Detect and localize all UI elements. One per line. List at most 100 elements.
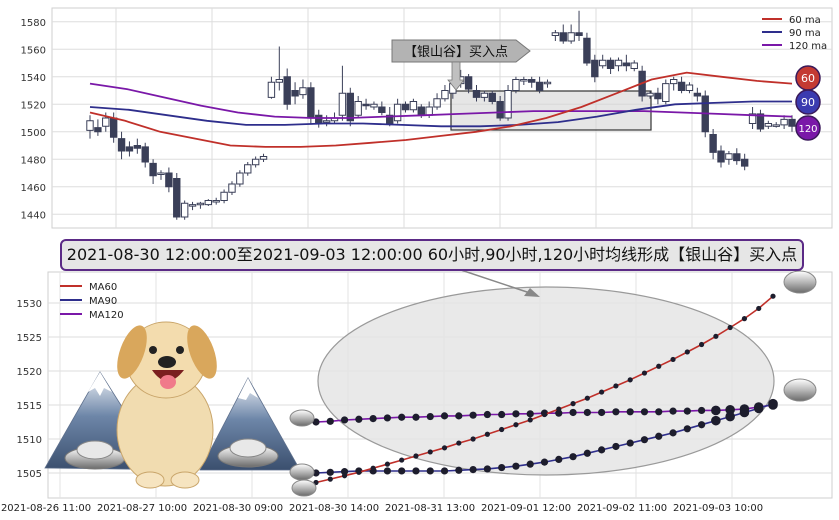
- candle-body-20: [244, 164, 252, 174]
- point-ma120-2: [340, 416, 349, 424]
- candle-body-52: [496, 101, 504, 119]
- highlight-ellipse: [317, 286, 775, 476]
- point-ma90-7: [412, 467, 420, 475]
- point-ma60-19: [584, 395, 590, 401]
- candle-body-44: [433, 98, 441, 108]
- candle-body-30: [322, 120, 331, 123]
- candle-body-73: [662, 83, 670, 102]
- point-ma60-29: [727, 324, 733, 331]
- candle-body-19: [236, 172, 244, 185]
- bottom-legend-label-0: MA60: [89, 282, 117, 293]
- candle-body-83: [740, 158, 749, 167]
- ma90-line-top: [89, 100, 792, 128]
- candle-body-88: [780, 118, 788, 126]
- point-ma120-27: [697, 406, 706, 415]
- bottom-y-ticks: 1505 1510 1515 1520 1525 1530: [17, 299, 42, 480]
- candle-body-16: [212, 200, 220, 203]
- point-ma60-5: [384, 461, 391, 467]
- point-ma60-3: [356, 469, 362, 475]
- point-ma60-14: [513, 422, 519, 428]
- point-ma120-26: [683, 407, 691, 415]
- candle-body-45: [441, 90, 449, 100]
- point-ma90-9: [440, 467, 449, 475]
- bottom-legend-label-1: MA90: [89, 296, 117, 307]
- point-ma60-24: [656, 363, 662, 369]
- point-ma60-8: [427, 449, 433, 455]
- point-ma120-13: [498, 410, 506, 419]
- candle-body-0: [86, 120, 94, 131]
- candle-body-33: [346, 92, 354, 122]
- candle-body-49: [472, 90, 481, 98]
- point-ma90-5: [383, 467, 392, 475]
- point-ma120-12: [483, 410, 491, 419]
- top-ytick-1: 1460: [21, 183, 46, 194]
- signal-banner: 2021-08-30 12:00:00至2021-09-03 12:00:00 …: [60, 239, 804, 271]
- bottom-x-ticks: 2021-08-26 11:00 2021-08-27 10:00 2021-08-…: [1, 503, 763, 514]
- candlesticks: [86, 10, 796, 220]
- point-ma90-30: [739, 407, 750, 418]
- candle-body-14: [196, 202, 205, 206]
- candle-body-26: [291, 90, 299, 97]
- point-ma60-21: [613, 383, 619, 389]
- point-ma90-12: [483, 465, 491, 473]
- point-ma60-15: [527, 417, 533, 423]
- point-ma60-31: [756, 305, 762, 312]
- candle-body-28: [307, 87, 315, 119]
- point-ma90-17: [555, 455, 563, 463]
- candle-body-23: [267, 81, 276, 98]
- point-ma120-28: [711, 405, 721, 416]
- candle-body-18: [228, 183, 236, 193]
- top-ytick-7: 1580: [21, 18, 46, 29]
- point-ma120-9: [440, 412, 449, 420]
- top-legend-label-2: 120 ma: [789, 41, 827, 52]
- candle-body-8: [149, 162, 157, 177]
- point-ma60-28: [713, 333, 719, 339]
- badge-60-label: 60: [801, 72, 815, 85]
- point-ma120-25: [669, 407, 677, 415]
- point-ma120-24: [655, 408, 663, 416]
- candle-body-89: [788, 118, 796, 127]
- point-ma60-26: [684, 349, 690, 355]
- point-ma90-31: [753, 403, 764, 414]
- candle-body-76: [685, 84, 694, 91]
- top-ytick-0: 1440: [21, 210, 46, 221]
- candle-body-57: [535, 81, 544, 91]
- point-ma90-8: [426, 467, 434, 475]
- bottom-legend: MA60 MA90 MA120: [60, 282, 124, 321]
- bottom-xtick-1: 2021-08-27 10:00: [97, 503, 187, 514]
- buy-point-label: 【银山谷】买入点: [404, 45, 508, 60]
- point-ma120-15: [526, 410, 534, 418]
- candle-body-1: [94, 127, 102, 133]
- point-ma120-6: [398, 413, 406, 421]
- candle-body-68: [622, 62, 631, 67]
- point-ma60-23: [641, 370, 648, 376]
- candle-body-75: [677, 81, 686, 91]
- candle-body-59: [551, 32, 560, 36]
- point-ma90-19: [583, 449, 591, 457]
- bottom-xtick-6: 2021-09-02 11:00: [577, 503, 667, 514]
- point-ma120-4: [369, 415, 377, 423]
- badge-120-label: 120: [798, 124, 817, 135]
- point-ma120-20: [598, 408, 606, 417]
- candle-body-85: [756, 113, 765, 130]
- candle-body-61: [567, 32, 575, 42]
- candle-body-6: [133, 145, 142, 149]
- ingot-markers: [289, 270, 817, 497]
- candle-body-69: [630, 62, 638, 69]
- bottom-ytick-4: 1525: [17, 333, 42, 344]
- point-ma120-19: [583, 408, 591, 417]
- point-ma120-8: [426, 412, 434, 421]
- candle-body-39: [393, 103, 402, 122]
- bottom-xtick-0: 2021-08-26 11:00: [1, 503, 91, 514]
- candle-body-27: [299, 87, 307, 96]
- candle-body-54: [512, 79, 520, 91]
- bottom-ytick-3: 1520: [17, 367, 42, 378]
- bottom-xtick-7: 2021-09-03 10:00: [673, 503, 763, 514]
- point-ma60-9: [441, 445, 448, 451]
- candle-body-86: [764, 123, 773, 127]
- point-ma60-10: [456, 440, 462, 446]
- candle-body-48: [464, 76, 473, 90]
- point-ma90-25: [669, 429, 677, 437]
- candle-body-21: [251, 158, 260, 166]
- ma120-line-top: [89, 82, 793, 119]
